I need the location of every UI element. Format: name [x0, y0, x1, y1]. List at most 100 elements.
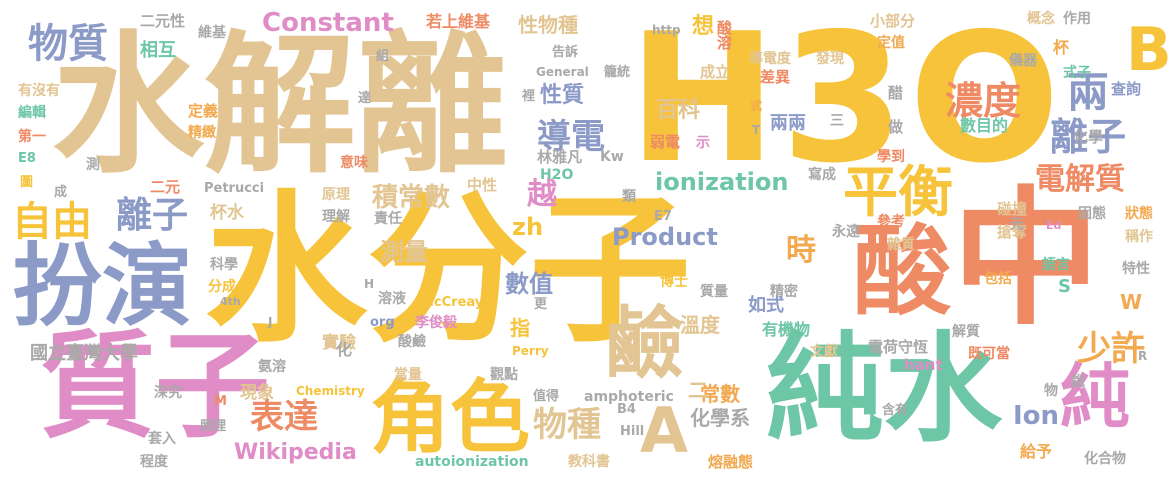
word-shi3: 式	[750, 99, 763, 113]
word-jiaose: 角色	[370, 371, 530, 464]
word-kexue: 科學	[210, 257, 238, 273]
word-guandian: 觀點	[490, 367, 518, 383]
word-gaosu: 告訴	[552, 45, 579, 60]
word-daodiandu: 導電度	[749, 51, 791, 67]
word-ruodian: 弱電	[650, 133, 681, 151]
word-w: W	[1120, 290, 1143, 314]
word-suan: 酸	[853, 215, 952, 329]
word-da: 達	[358, 91, 372, 106]
word-xiecheng: 寫成	[808, 167, 836, 183]
word-wikipedia: Wikipedia	[234, 440, 357, 465]
word-b4: B4	[617, 402, 636, 417]
word-dianjiezhi: 電解質	[1035, 162, 1125, 197]
word-jingmi: 精密	[770, 284, 798, 300]
word-lijunyi: 李俊毅	[415, 315, 457, 331]
word-chunshui: 純水	[766, 320, 1003, 458]
word-cheng: 成	[54, 185, 68, 200]
word-hill: Hill	[620, 424, 645, 439]
word-wuzhi: 物質	[28, 21, 108, 67]
word-er: 二	[688, 378, 708, 402]
word-banyan: 扮演	[12, 234, 192, 339]
word-celiang: 測量	[380, 238, 428, 266]
word-petrucci: Petrucci	[204, 181, 265, 196]
word-perry: Perry	[512, 344, 549, 358]
word-shenjiu: 深究	[154, 385, 182, 401]
word-xiang: 想	[692, 14, 715, 39]
word-jiedang: 既可當	[968, 346, 1010, 362]
word-jiezhi: 解質	[952, 324, 980, 340]
word-autoionization: autoionization	[415, 454, 529, 470]
word-huahewu: 化合物	[1084, 451, 1126, 467]
word-a: A	[640, 394, 688, 467]
word-r: R	[1138, 349, 1148, 363]
word-diyi: 第一	[18, 129, 46, 145]
word-amphoteric: amphoteric	[584, 389, 674, 405]
word-shuibei: 杯水	[210, 203, 244, 223]
word-hanyou: 含有	[882, 403, 909, 418]
word-fourth: 4th	[220, 295, 241, 308]
word-xingwuzhong: 性物種	[518, 13, 578, 37]
word-yue: 越	[527, 177, 557, 212]
word-zuo: 做	[888, 118, 904, 136]
word-lijie: 理解	[322, 209, 350, 225]
word-taoru: 套入	[148, 431, 176, 447]
word-h3o: H3O	[628, 0, 1065, 202]
word-weiji: 維基	[198, 25, 226, 41]
word-texing: 特性	[1122, 261, 1150, 277]
word-yuan: 元	[1010, 217, 1024, 233]
word-suanjian: 酸鹼	[398, 334, 426, 350]
word-wendu: 溫度	[680, 313, 720, 337]
word-nongdu: 濃度	[945, 79, 1022, 123]
word-liang: 兩	[1067, 68, 1110, 117]
word-org: org	[370, 315, 395, 330]
word-lei: 類	[622, 189, 636, 205]
word-dangliang: 當量	[394, 367, 422, 383]
word-bianji: 編輯	[18, 105, 46, 121]
word-shuifenzi: 水分子	[205, 177, 691, 365]
word-hant: hant	[904, 356, 943, 374]
word-h: H	[364, 277, 375, 291]
word-rushi: 如式	[748, 295, 784, 316]
word-li: 裡	[522, 89, 536, 104]
word-shi2: 示	[696, 135, 710, 151]
word-yiqi: 儀器	[1009, 53, 1037, 69]
word-jichangshu: 積常數	[372, 183, 451, 213]
word-liangliang: 兩兩	[770, 113, 806, 134]
word-san: 三	[830, 113, 844, 129]
word-chengzuo: 稱作	[1125, 229, 1153, 245]
word-ed: Ed	[1046, 219, 1062, 232]
word-kw: Kw	[600, 149, 624, 165]
word-wenxian: 文獻	[810, 344, 838, 360]
word-zhiliang: 質量	[700, 284, 728, 300]
word-ce: 測	[86, 157, 100, 173]
word-xianxiang: 現象	[240, 383, 274, 403]
word-hua: 化	[336, 340, 353, 359]
word-biaoda: 表達	[250, 397, 318, 437]
word-shiyan: 實驗	[322, 333, 356, 353]
word-chaxun: 查詢	[1111, 80, 1142, 98]
word-wuzhong: 物種	[533, 405, 601, 445]
word-suanrong: 酸溶	[715, 20, 733, 50]
word-geng: 更	[534, 297, 548, 312]
word-zu: 組	[376, 49, 390, 64]
word-zhide: 值得	[533, 389, 560, 404]
word-http: http	[652, 23, 681, 37]
word-shi: 時	[786, 233, 816, 268]
word-guoli: 國立臺灣大學	[30, 343, 138, 364]
word-baike: 百科	[656, 98, 701, 123]
word-chengdu: 程度	[140, 454, 168, 470]
word-boshi: 博士	[660, 274, 688, 290]
word-xuedao: 學到	[877, 149, 905, 165]
word-shizi: 式子	[1063, 65, 1091, 81]
word-xingzhi: 性質	[540, 83, 585, 108]
word-j: J	[268, 315, 273, 329]
word-rongye: 溶液	[378, 291, 406, 307]
word-dingyi: 定義	[188, 102, 219, 120]
word-ion: Ion	[1013, 401, 1060, 431]
word-rongrongtai: 熔融態	[708, 453, 754, 471]
word-tu: 圖	[20, 175, 34, 190]
word-zhuangtai: 狀態	[1125, 206, 1153, 222]
word-wu: 物	[1044, 383, 1058, 399]
word-zhaoli: 照理	[200, 419, 227, 434]
